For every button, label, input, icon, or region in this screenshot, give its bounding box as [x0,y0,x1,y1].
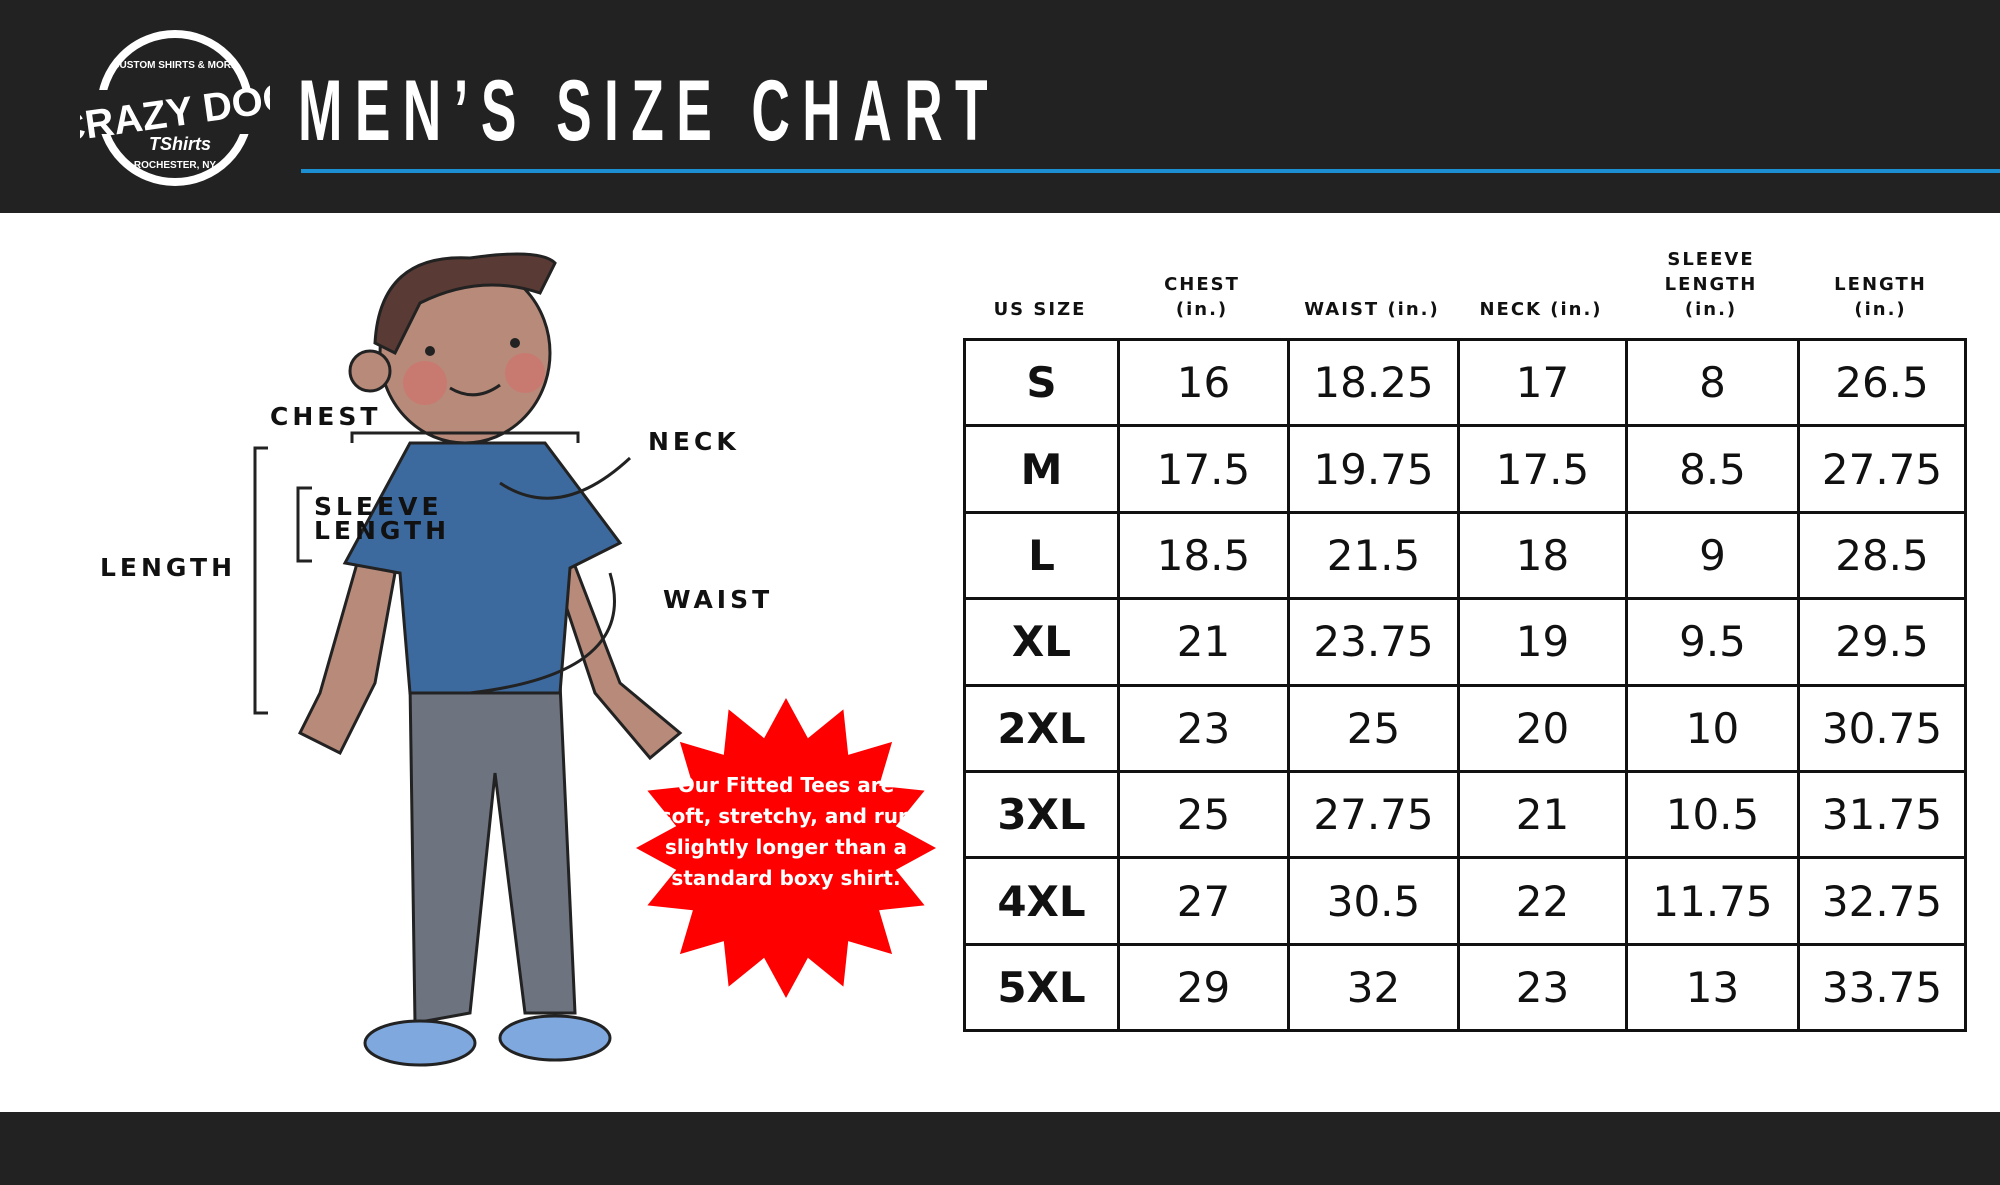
table-row: L 18.5 21.5 18 9 28.5 [963,510,1967,601]
table-row: XL 21 23.75 19 9.5 29.5 [963,597,1967,687]
size-cell: L [963,510,1120,601]
column-header: WAIST (in.) [1304,299,1440,320]
size-cell: 3XL [963,769,1120,860]
measurement-cell: 27 [1117,856,1290,946]
measurement-cell: 25 [1117,769,1290,860]
starburst-badge [636,698,936,998]
measurement-cell: 13 [1625,942,1800,1033]
measurement-cell: 23.75 [1287,597,1460,687]
measurement-cell: 25 [1287,683,1460,773]
size-table: S 16 18.25 17 8 26.5 M 17.5 19.75 17.5 8.5 27.75 L 18… [963,337,1967,1033]
measurement-cell: 33.75 [1797,942,1967,1033]
measurement-cell: 9 [1625,510,1800,601]
measurement-cell: 19 [1457,597,1628,687]
measurement-cell: 17.5 [1117,424,1290,514]
boy-illustration [253,252,683,1067]
measurement-cell: 23 [1117,683,1290,773]
column-header: LENGTH (in.) [1834,274,1927,320]
table-row: M 17.5 19.75 17.5 8.5 27.75 [963,424,1967,514]
size-cell: 2XL [963,683,1120,773]
measurement-cell: 19.75 [1287,424,1460,514]
chest-label: CHEST [270,402,382,431]
waist-label: WAIST [663,585,774,614]
measurement-cell: 10.5 [1625,769,1800,860]
measurement-cell: 26.5 [1797,337,1967,428]
measurement-cell: 32.75 [1797,856,1967,946]
svg-text:TShirts: TShirts [149,134,211,154]
page-title: MEN’S SIZE CHART [298,63,1001,159]
svg-text:CUSTOM SHIRTS & MORE: CUSTOM SHIRTS & MORE [112,60,238,71]
measurement-cell: 23 [1457,942,1628,1033]
measurement-cell: 18.25 [1287,337,1460,428]
measurement-cell: 9.5 [1625,597,1800,687]
measurement-cell: 17 [1457,337,1628,428]
measurement-cell: 21 [1117,597,1290,687]
measurement-cell: 21 [1457,769,1628,860]
measurement-cell: 27.75 [1287,769,1460,860]
table-row: 4XL 27 30.5 22 11.75 32.75 [963,856,1967,946]
column-header: NECK (in.) [1479,299,1603,320]
measurement-cell: 20 [1457,683,1628,773]
measurement-cell: 27.75 [1797,424,1967,514]
size-cell: XL [963,597,1120,687]
fitted-tees-note: Our Fitted Tees are soft, stretchy, and … [659,773,913,890]
size-cell: 5XL [963,942,1120,1033]
measurement-cell: 31.75 [1797,769,1967,860]
size-cell: S [963,337,1120,428]
measurement-cell: 18 [1457,510,1628,601]
measurement-cell: 8 [1625,337,1800,428]
size-cell: 4XL [963,856,1120,946]
measurement-cell: 21.5 [1287,510,1460,601]
measurement-cell: 10 [1625,683,1800,773]
length-label: LENGTH [100,553,236,582]
table-row: 2XL 23 25 20 10 30.75 [963,683,1967,773]
table-row: 5XL 29 32 23 13 33.75 [963,942,1967,1033]
measurement-cell: 30.75 [1797,683,1967,773]
measurement-cell: 29 [1117,942,1290,1033]
svg-text:ROCHESTER, NY: ROCHESTER, NY [134,160,217,171]
sleeve-length-label: SLEEVE LENGTH [314,492,450,545]
measurement-cell: 8.5 [1625,424,1800,514]
measurement-cell: 29.5 [1797,597,1967,687]
measurement-cell: 28.5 [1797,510,1967,601]
neck-label: NECK [648,427,740,456]
measurement-cell: 18.5 [1117,510,1290,601]
table-row: S 16 18.25 17 8 26.5 [963,337,1967,428]
title-underline [301,169,2000,173]
measurement-cell: 16 [1117,337,1290,428]
column-header: SLEEVE LENGTH (in.) [1664,249,1758,320]
crazy-dog-logo: CRAZY DOG TShirts CUSTOM SHIRTS & MORE R… [80,30,270,186]
size-cell: M [963,424,1120,514]
table-row: 3XL 25 27.75 21 10.5 31.75 [963,769,1967,860]
column-header: US SIZE [993,299,1087,320]
measurement-cell: 11.75 [1625,856,1800,946]
column-header: CHEST (in.) [1164,274,1240,320]
header-bar [0,0,2000,213]
measurement-cell: 30.5 [1287,856,1460,946]
footer-bar [0,1112,2000,1185]
measurement-cell: 32 [1287,942,1460,1033]
measurement-cell: 17.5 [1457,424,1628,514]
measurement-cell: 22 [1457,856,1628,946]
